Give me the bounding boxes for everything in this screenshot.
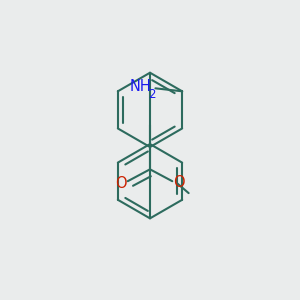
Text: NH: NH	[129, 79, 151, 94]
Text: O: O	[116, 176, 127, 191]
Text: 2: 2	[148, 88, 156, 101]
Text: O: O	[173, 175, 184, 190]
